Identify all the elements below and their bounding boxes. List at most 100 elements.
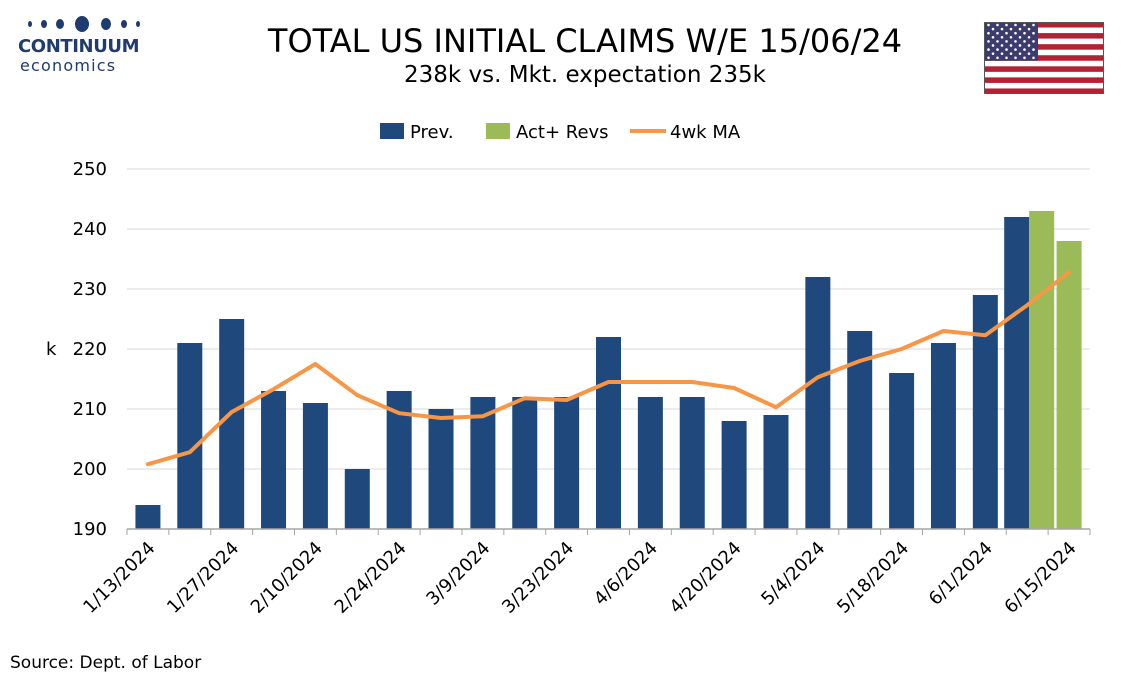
logo-line2: economics <box>20 56 117 75</box>
flag-star <box>1032 48 1035 51</box>
logo-dot <box>41 20 47 28</box>
flag-star <box>1032 23 1035 27</box>
x-tick-label: 2/24/2024 <box>331 538 411 618</box>
flag-star <box>996 56 999 60</box>
y-tick-label: 210 <box>73 399 107 420</box>
flag-stripe <box>984 27 1104 34</box>
y-tick-label: 200 <box>73 459 107 480</box>
y-tick-label: 250 <box>73 159 107 180</box>
x-tick-label: 3/9/2024 <box>422 538 494 610</box>
x-tick-label: 4/20/2024 <box>666 538 746 618</box>
flag-star <box>1005 48 1008 51</box>
flag-star <box>1014 31 1017 35</box>
bar-prev <box>470 397 496 529</box>
continuum-logo: CONTINUUM economics <box>10 14 140 76</box>
flag-star <box>1014 48 1017 51</box>
flag-stripe <box>984 88 1104 94</box>
flag-star <box>996 31 999 35</box>
bar-prev <box>679 397 705 529</box>
flag-star <box>1027 52 1031 55</box>
bar-prev <box>428 409 454 529</box>
flag-stripe <box>984 44 1104 50</box>
x-tick-label: 5/18/2024 <box>833 538 913 618</box>
bar-prev <box>889 373 915 529</box>
legend-label: Prev. <box>410 122 454 143</box>
logo-dot <box>28 21 32 27</box>
ma-series-line <box>145 270 1072 467</box>
chart-subtitle: 238k vs. Mkt. expectation 235k <box>403 62 766 88</box>
bar-prev <box>721 421 747 529</box>
flag-star <box>996 40 999 43</box>
legend-label: 4wk MA <box>670 122 741 143</box>
flag-border <box>984 22 1104 94</box>
logo-line1: CONTINUUM <box>18 36 140 57</box>
flag-star <box>987 31 990 35</box>
flag-stripe <box>984 71 1104 78</box>
flag-stripe <box>984 60 1104 67</box>
source-note: Source: Dept. of Labor <box>10 653 202 673</box>
bar-prev <box>596 337 621 529</box>
flag-star <box>1009 52 1013 55</box>
flag-star <box>1018 52 1022 55</box>
flag-star <box>1009 35 1013 39</box>
flag-star <box>1014 56 1017 60</box>
flag-star <box>1005 23 1008 27</box>
flag-star <box>1005 40 1008 43</box>
y-axis-label: k <box>46 339 57 360</box>
bar-prev <box>177 343 203 529</box>
flag-star <box>1000 27 1004 31</box>
flag-star <box>1018 27 1022 31</box>
flag-star <box>1014 40 1017 43</box>
x-tick-label: 6/1/2024 <box>925 538 997 610</box>
x-tick-label: 1/13/2024 <box>79 538 159 618</box>
us-flag-icon <box>984 22 1104 94</box>
flag-star <box>1005 56 1008 60</box>
bar-act <box>1029 211 1055 529</box>
flag-stripe <box>984 33 1104 39</box>
flag-star <box>996 23 999 27</box>
axes <box>126 528 1091 535</box>
flag-stripe <box>984 55 1104 62</box>
flag-star <box>1027 44 1031 47</box>
flag-star <box>1023 31 1026 35</box>
flag-stripe <box>984 77 1104 84</box>
bar-prev <box>135 505 161 529</box>
flag-star <box>1009 44 1013 47</box>
flag-star <box>1000 52 1004 55</box>
flag-star <box>1000 44 1004 47</box>
bar-prev <box>554 397 580 529</box>
flag-star <box>987 56 990 60</box>
x-tick-label: 3/23/2024 <box>498 538 578 618</box>
flag-stripe <box>984 82 1104 89</box>
flag-star <box>1027 27 1031 31</box>
bar-prev <box>261 391 287 529</box>
flag-stripe <box>984 66 1104 73</box>
flag-star <box>1023 23 1026 27</box>
flag-star <box>991 27 995 31</box>
legend-swatch <box>486 123 510 139</box>
bar-prev <box>1004 217 1030 529</box>
bar-prev <box>637 397 663 529</box>
flag-star <box>1032 56 1035 60</box>
flag-star <box>1032 31 1035 35</box>
y-tick-label: 230 <box>73 279 107 300</box>
y-tick-label: 220 <box>73 339 107 360</box>
flag-star <box>987 23 990 27</box>
flag-star <box>1023 48 1026 51</box>
flag-star <box>991 52 995 55</box>
y-tick-label: 190 <box>73 519 107 540</box>
flag-star <box>1000 35 1004 39</box>
x-tick-label: 4/6/2024 <box>590 538 662 610</box>
logo-dot <box>121 20 127 28</box>
bar-prev <box>805 277 831 529</box>
flag-star <box>987 48 990 51</box>
flag-star <box>987 40 990 43</box>
flag-star <box>1005 31 1008 35</box>
bar-act <box>1056 241 1082 529</box>
logo-dots-icon <box>28 16 140 32</box>
y-tick-label: 240 <box>73 219 107 240</box>
logo-dot <box>101 18 111 30</box>
bar-prev <box>512 397 538 529</box>
x-tick-label: 2/10/2024 <box>247 538 327 618</box>
